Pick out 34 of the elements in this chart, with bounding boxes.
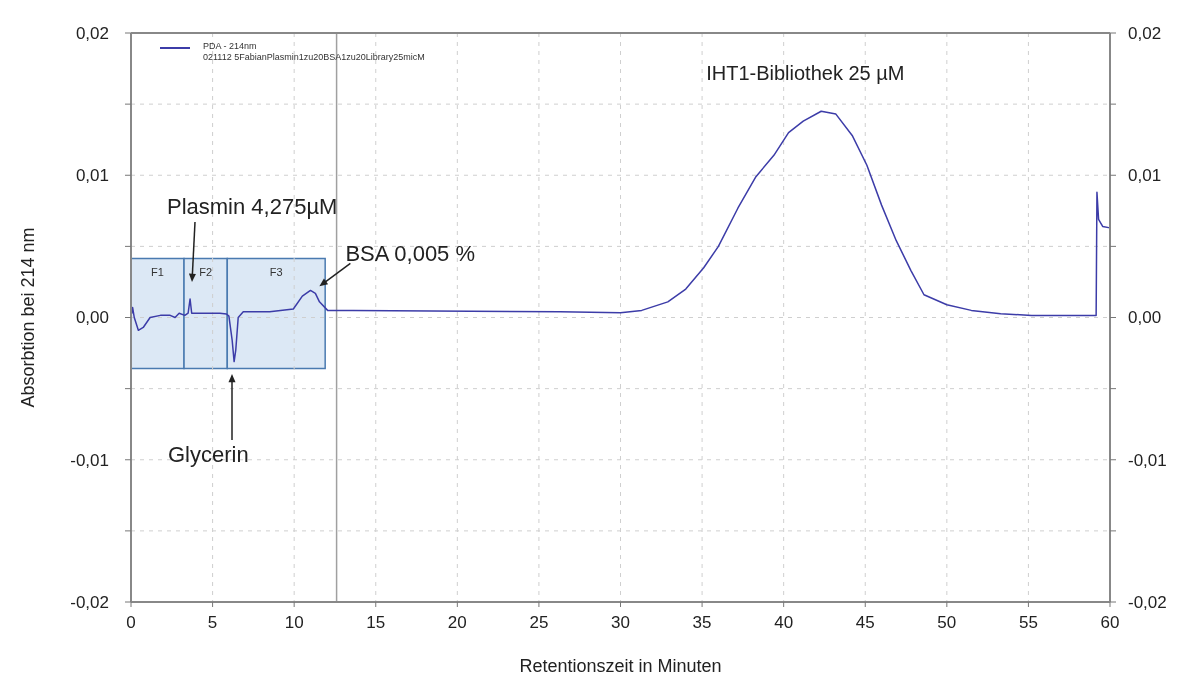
legend-label: PDA - 214nm 021112 5FabianPlasmin1zu20BSA1zu20Library25micM bbox=[203, 40, 425, 63]
x-tick-label: 40 bbox=[774, 613, 794, 632]
x-axis-title: Retentionszeit in Minuten bbox=[519, 656, 722, 676]
line-series bbox=[131, 110, 1111, 363]
y-axis-title: Absorbtion bei 214 nm bbox=[18, 227, 38, 408]
x-tick-label: 0 bbox=[126, 613, 136, 632]
y2-tick-label: -0,01 bbox=[1128, 450, 1167, 470]
y2-tick-label: 0,02 bbox=[1128, 23, 1162, 43]
annotation: Glycerin bbox=[168, 442, 249, 467]
x-tick-label: 35 bbox=[692, 613, 712, 632]
band-label: F3 bbox=[269, 265, 283, 278]
x-tick-label: 60 bbox=[1100, 613, 1120, 632]
x-tick-label: 20 bbox=[447, 613, 467, 632]
x-tick-label: 15 bbox=[366, 613, 386, 632]
band-label: F2 bbox=[199, 265, 213, 278]
x-tick-label: 50 bbox=[937, 613, 957, 632]
y-tick-label: 0,00 bbox=[75, 308, 109, 328]
x-tick-label: 45 bbox=[855, 613, 875, 632]
x-tick-label: 10 bbox=[284, 613, 304, 632]
annotation: Plasmin 4,275µM bbox=[167, 194, 338, 219]
y2-tick-label: 0,01 bbox=[1128, 166, 1162, 186]
y-tick-label: 0,01 bbox=[75, 166, 109, 186]
x-tick-label: 25 bbox=[529, 613, 549, 632]
annotation: IHT1-Bibliothek 25 µM bbox=[706, 62, 905, 85]
x-tick-label: 55 bbox=[1018, 613, 1038, 632]
y2-tick-label: 0,00 bbox=[1128, 308, 1162, 328]
annotation: BSA 0,005 % bbox=[345, 241, 476, 267]
x-tick-label: 30 bbox=[611, 613, 630, 632]
y-tick-label: 0,02 bbox=[75, 23, 109, 43]
y-tick-label: -0,01 bbox=[70, 450, 109, 470]
y-tick-label: -0,02 bbox=[70, 592, 109, 612]
band-label: F1 bbox=[151, 265, 164, 278]
y2-tick-label: -0,02 bbox=[1128, 592, 1167, 612]
x-tick-label: 5 bbox=[207, 613, 218, 632]
